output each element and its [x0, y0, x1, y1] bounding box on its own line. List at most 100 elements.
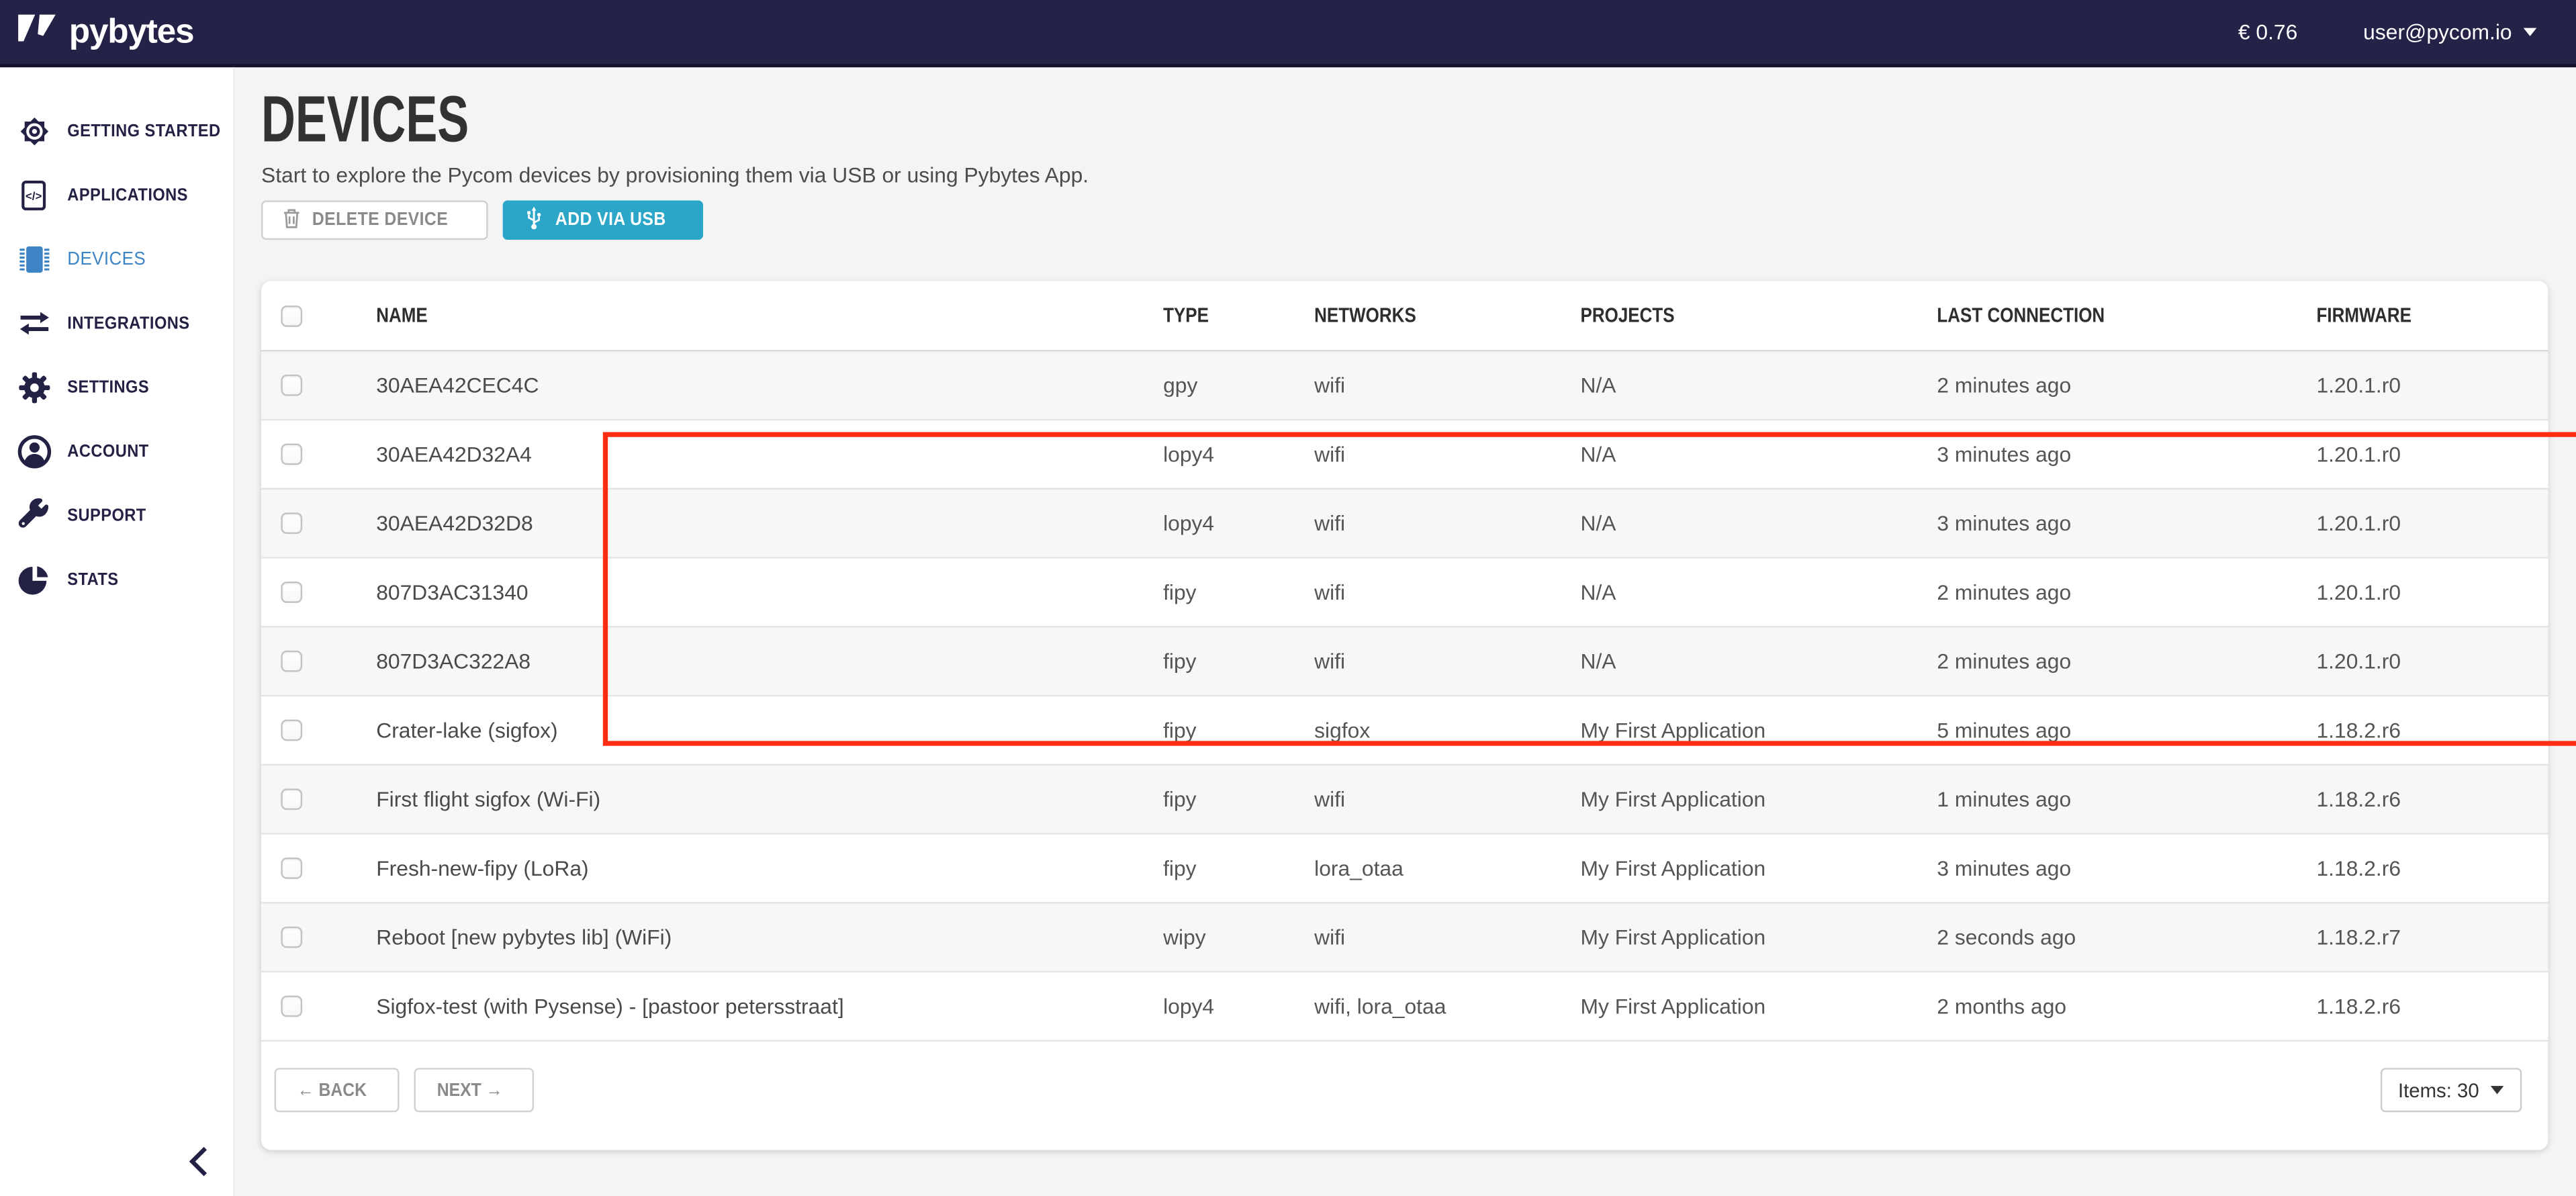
sidebar-item-integrations[interactable]: INTEGRATIONS [0, 291, 233, 355]
cell-firmware: 1.20.1.r0 [2316, 580, 2401, 605]
column-header-name: NAME [376, 304, 428, 327]
chevron-down-icon [2523, 28, 2537, 36]
cell-type: wipy [1163, 925, 1206, 950]
cell-name: First flight sigfox (Wi-Fi) [376, 786, 601, 812]
sidebar-item-getting-started[interactable]: GETTING STARTED [0, 99, 233, 163]
cell-type: fipy [1163, 580, 1197, 605]
cell-firmware: 1.18.2.r7 [2316, 925, 2401, 950]
cell-networks: wifi [1314, 442, 1346, 467]
row-checkbox[interactable] [281, 926, 303, 948]
table-row[interactable]: 807D3AC31340 fipy wifi N/A 2 minutes ago 1.20… [261, 558, 2548, 628]
cell-firmware: 1.18.2.r6 [2316, 718, 2401, 743]
cell-networks: wifi, lora_otaa [1314, 994, 1446, 1019]
column-header-networks: NETWORKS [1314, 304, 1416, 327]
pie-chart-icon [15, 560, 52, 598]
cell-projects: My First Application [1580, 856, 1766, 881]
user-icon [15, 432, 52, 469]
table-row[interactable]: 30AEA42D32A4 lopy4 wifi N/A 3 minutes ago 1.2… [261, 420, 2548, 490]
cell-firmware: 1.20.1.r0 [2316, 442, 2401, 467]
row-checkbox[interactable] [281, 374, 303, 396]
cell-last-connection: 5 minutes ago [1937, 718, 2072, 743]
table-row[interactable]: 807D3AC322A8 fipy wifi N/A 2 minutes ago 1.20… [261, 627, 2548, 697]
sidebar-item-stats[interactable]: STATS [0, 547, 233, 611]
cell-networks: wifi [1314, 580, 1346, 605]
sidebar-item-support[interactable]: SUPPORT [0, 483, 233, 547]
select-all-checkbox[interactable] [281, 304, 303, 326]
cell-firmware: 1.18.2.r6 [2316, 856, 2401, 881]
row-checkbox[interactable] [281, 719, 303, 741]
top-bar: pybytes € 0.76 user@pycom.io [0, 0, 2576, 68]
cell-type: fipy [1163, 856, 1197, 881]
table-row[interactable]: Sigfox-test (with Pysense) - [pastoor pe… [261, 972, 2548, 1042]
table-row[interactable]: 30AEA42CEC4C gpy wifi N/A 2 minutes ago 1.20.… [261, 351, 2548, 421]
sidebar-item-settings[interactable]: SETTINGS [0, 355, 233, 418]
cell-networks: wifi [1314, 649, 1346, 674]
table-row[interactable]: Reboot [new pybytes lib] (WiFi) wipy wifi M… [261, 903, 2548, 973]
sidebar-item-applications[interactable]: </> APPLICATIONS [0, 163, 233, 226]
row-checkbox[interactable] [281, 512, 303, 535]
cell-firmware: 1.18.2.r6 [2316, 994, 2401, 1019]
cell-projects: My First Application [1580, 786, 1766, 812]
back-button[interactable]: ← BACK [274, 1068, 400, 1113]
row-checkbox[interactable] [281, 788, 303, 811]
cell-last-connection: 2 months ago [1937, 994, 2067, 1019]
cell-type: lopy4 [1163, 510, 1215, 536]
cell-firmware: 1.20.1.r0 [2316, 649, 2401, 674]
table-row[interactable]: Crater-lake (sigfox) fipy sigfox My First A… [261, 696, 2548, 766]
cell-firmware: 1.20.1.r0 [2316, 510, 2401, 536]
row-checkbox[interactable] [281, 582, 303, 603]
sidebar-item-devices[interactable]: DEVICES [0, 227, 233, 291]
devices-table-card: NAME TYPE NETWORKS PROJECTS LAST CONNECT… [261, 281, 2548, 1150]
sidebar-item-label: APPLICATIONS [67, 185, 188, 205]
items-per-page-dropdown[interactable]: Items: 30 [2380, 1068, 2522, 1113]
chip-icon [15, 240, 52, 277]
arrows-swap-icon [15, 304, 52, 342]
row-checkbox[interactable] [281, 650, 303, 672]
row-checkbox[interactable] [281, 443, 303, 465]
brand-logo[interactable]: pybytes [16, 7, 195, 58]
column-header-type: TYPE [1163, 304, 1209, 327]
add-via-usb-button[interactable]: ADD VIA USB [502, 200, 702, 240]
cell-projects: My First Application [1580, 994, 1766, 1019]
cell-name: 30AEA42D32A4 [376, 442, 532, 467]
sidebar-item-label: ACCOUNT [67, 441, 149, 461]
main-content: DEVICES Start to explore the Pycom devic… [234, 67, 2576, 1196]
cell-projects: N/A [1580, 373, 1616, 398]
sidebar-collapse-button[interactable] [181, 1144, 217, 1185]
table-row[interactable]: 30AEA42D32D8 lopy4 wifi N/A 3 minutes ago 1.2… [261, 490, 2548, 559]
cell-name: 30AEA42CEC4C [376, 373, 539, 398]
table-header-row: NAME TYPE NETWORKS PROJECTS LAST CONNECT… [261, 281, 2548, 352]
pycom-logo-icon [16, 7, 59, 58]
sidebar-item-label: STATS [67, 569, 119, 590]
table-row[interactable]: First flight sigfox (Wi-Fi) fipy wifi My Fi… [261, 766, 2548, 835]
table-body: 30AEA42CEC4C gpy wifi N/A 2 minutes ago 1.20.… [261, 351, 2548, 1042]
table-row[interactable]: Fresh-new-fipy (LoRa) fipy lora_otaa My Fir… [261, 834, 2548, 904]
column-header-firmware: FIRMWARE [2316, 304, 2412, 327]
cell-type: lopy4 [1163, 994, 1215, 1019]
table-footer: ← BACK NEXT → Items: 30 [261, 1042, 2548, 1150]
delete-device-button[interactable]: DELETE DEVICE [261, 200, 488, 240]
account-balance: € 0.76 [2238, 19, 2298, 45]
cell-networks: wifi [1314, 510, 1346, 536]
cell-networks: sigfox [1314, 718, 1371, 743]
column-header-last-connection: LAST CONNECTION [1937, 304, 2105, 327]
user-email: user@pycom.io [2363, 19, 2512, 45]
next-button[interactable]: NEXT → [414, 1068, 535, 1113]
row-checkbox[interactable] [281, 995, 303, 1017]
cell-type: fipy [1163, 786, 1197, 812]
cell-projects: N/A [1580, 510, 1616, 536]
cell-type: fipy [1163, 718, 1197, 743]
page-subtitle: Start to explore the Pycom devices by pr… [261, 163, 1089, 187]
row-checkbox[interactable] [281, 858, 303, 879]
chevron-left-icon [187, 1144, 210, 1185]
page-title: DEVICES [261, 83, 469, 156]
cell-name: Reboot [new pybytes lib] (WiFi) [376, 925, 672, 950]
cell-projects: N/A [1580, 649, 1616, 674]
sidebar-item-label: INTEGRATIONS [67, 313, 190, 333]
cell-name: Sigfox-test (with Pysense) - [pastoor pe… [376, 994, 844, 1019]
sidebar-item-account[interactable]: ACCOUNT [0, 419, 233, 483]
cell-last-connection: 3 minutes ago [1937, 856, 2072, 881]
sidebar-item-label: GETTING STARTED [67, 120, 221, 141]
user-menu[interactable]: user@pycom.io [2363, 19, 2537, 45]
svg-text:</>: </> [26, 189, 42, 201]
